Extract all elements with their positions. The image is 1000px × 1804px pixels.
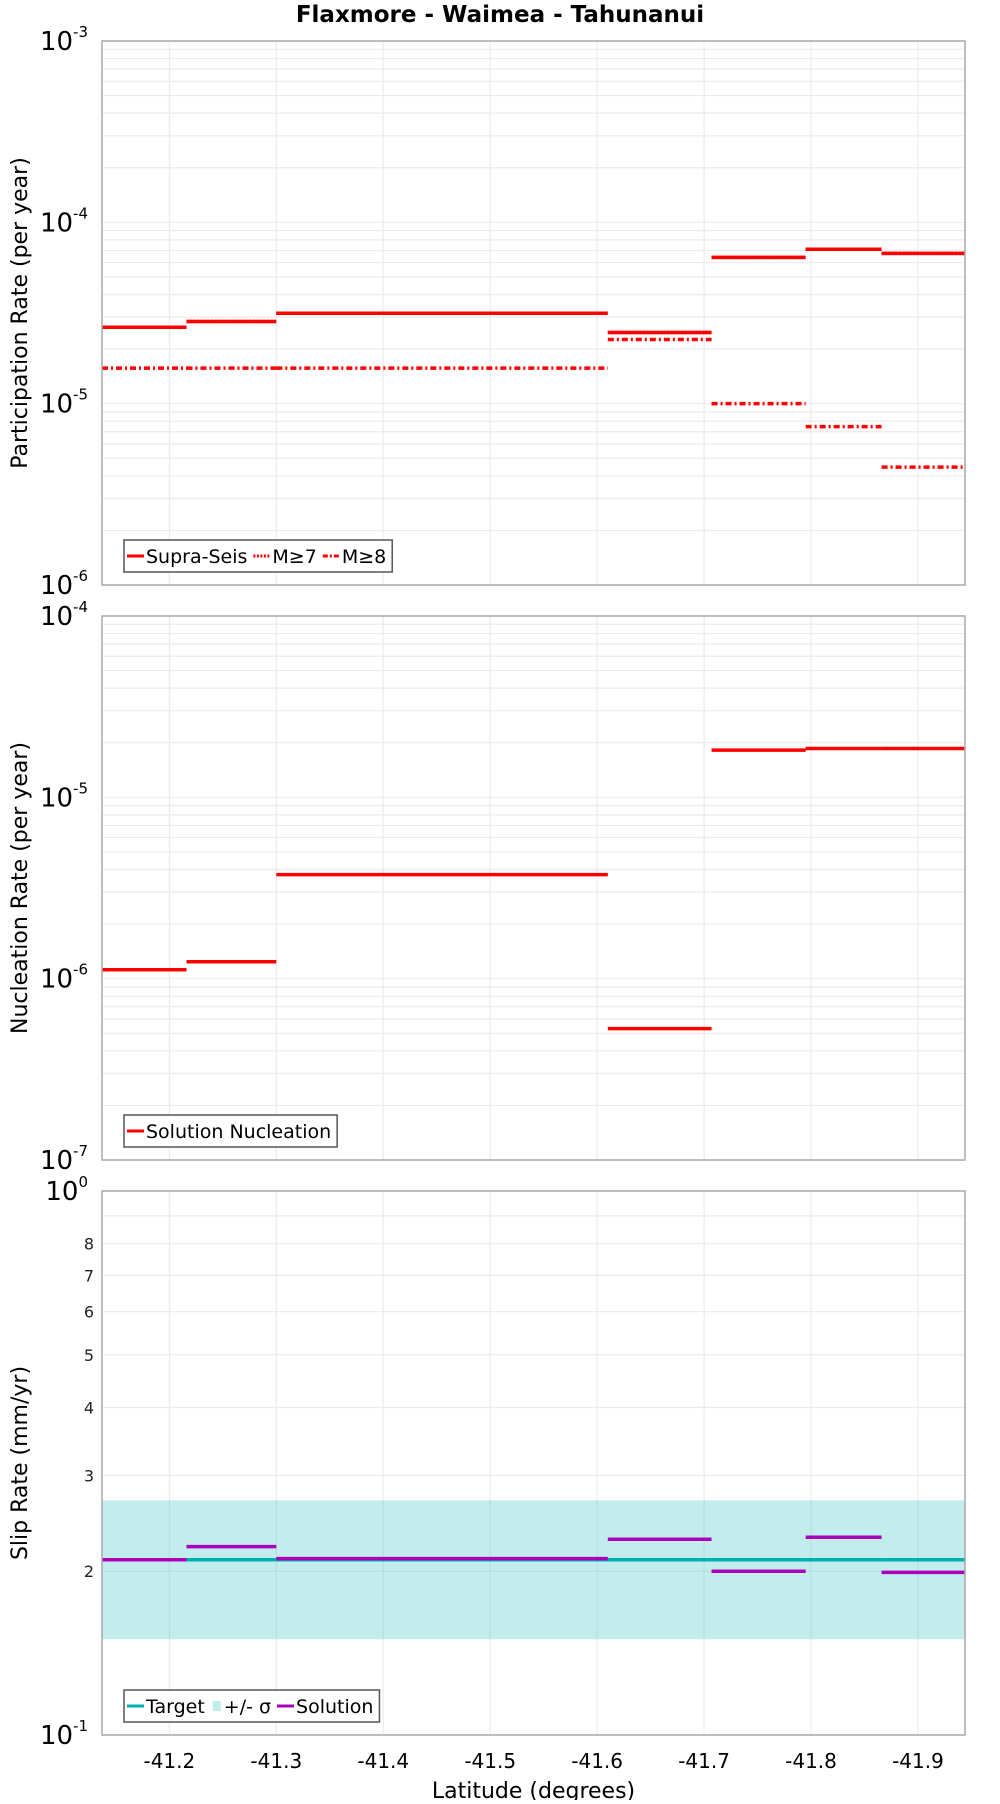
y-tick-label: 10-3 bbox=[40, 23, 88, 57]
x-axis-label: Latitude (degrees) bbox=[432, 1779, 635, 1800]
gridlines bbox=[102, 41, 965, 585]
series-m-7 bbox=[102, 247, 965, 335]
x-tick-label: -41.5 bbox=[464, 1749, 516, 1773]
series-solution bbox=[102, 1535, 965, 1575]
y-tick-label: 10-7 bbox=[40, 1142, 88, 1176]
x-tick-label: -41.3 bbox=[250, 1749, 302, 1773]
legend-label: Supra-Seis bbox=[146, 546, 247, 568]
series-m-8 bbox=[102, 337, 965, 469]
y-tick-label: 10-4 bbox=[40, 204, 88, 238]
x-tick-label: -41.6 bbox=[571, 1749, 623, 1773]
x-tick-label: -41.8 bbox=[785, 1749, 837, 1773]
y-minor-tick-label: 7 bbox=[84, 1266, 94, 1285]
panel-3: 100 10-1 8 7 6 5 4 3 2 Slip Rate (mm/yr) Target +/-… bbox=[8, 1173, 966, 1751]
x-tick-label: -41.2 bbox=[143, 1749, 195, 1773]
y-tick-label: 10-1 bbox=[40, 1717, 88, 1751]
panel-2: 10-4 10-5 10-6 10-7 Nucleation Rate (per yea… bbox=[8, 598, 966, 1176]
x-tick-label: -41.4 bbox=[357, 1749, 409, 1773]
x-tick-label: -41.7 bbox=[678, 1749, 730, 1773]
series-solution-nucleation bbox=[102, 746, 965, 1031]
y-tick-label: 10-6 bbox=[40, 567, 88, 601]
legend: Supra-Seis M≥7 M≥8 bbox=[123, 539, 393, 573]
legend: Solution Nucleation bbox=[123, 1114, 338, 1148]
y-tick-label: 10-5 bbox=[40, 386, 88, 420]
legend-label: +/- σ bbox=[224, 1696, 271, 1718]
chart-title: Flaxmore - Waimea - Tahunanui bbox=[295, 2, 705, 28]
y-axis-label: Nucleation Rate (per year) bbox=[8, 742, 33, 1034]
legend: Target +/- σ Solution bbox=[123, 1689, 381, 1723]
y-minor-tick-label: 4 bbox=[84, 1398, 94, 1417]
y-tick-label: 10-4 bbox=[40, 598, 88, 632]
legend-label: Solution bbox=[296, 1696, 373, 1718]
y-minor-tick-label: 5 bbox=[84, 1346, 94, 1365]
legend-label: M≥8 bbox=[342, 546, 386, 568]
y-tick-label: 100 bbox=[45, 1173, 88, 1207]
x-tick-label: -41.9 bbox=[892, 1749, 944, 1773]
y-tick-label: 10-6 bbox=[40, 961, 88, 995]
legend-label: M≥7 bbox=[272, 546, 316, 568]
y-minor-tick-label: 8 bbox=[84, 1235, 94, 1254]
legend-label: Solution Nucleation bbox=[146, 1121, 331, 1143]
legend-label: Target bbox=[145, 1696, 205, 1718]
y-minor-tick-label: 2 bbox=[84, 1562, 94, 1581]
panel-1: 10-3 10-4 10-5 10-6 Participation Rate (per … bbox=[8, 23, 966, 601]
y-axis-label: Participation Rate (per year) bbox=[8, 157, 33, 469]
y-axis-label: Slip Rate (mm/yr) bbox=[8, 1366, 33, 1560]
gridlines bbox=[102, 616, 965, 1160]
y-tick-label: 10-5 bbox=[40, 779, 88, 813]
y-minor-tick-label: 6 bbox=[84, 1303, 94, 1322]
y-minor-tick-label: 3 bbox=[84, 1466, 94, 1485]
sigma-band bbox=[102, 1500, 965, 1640]
